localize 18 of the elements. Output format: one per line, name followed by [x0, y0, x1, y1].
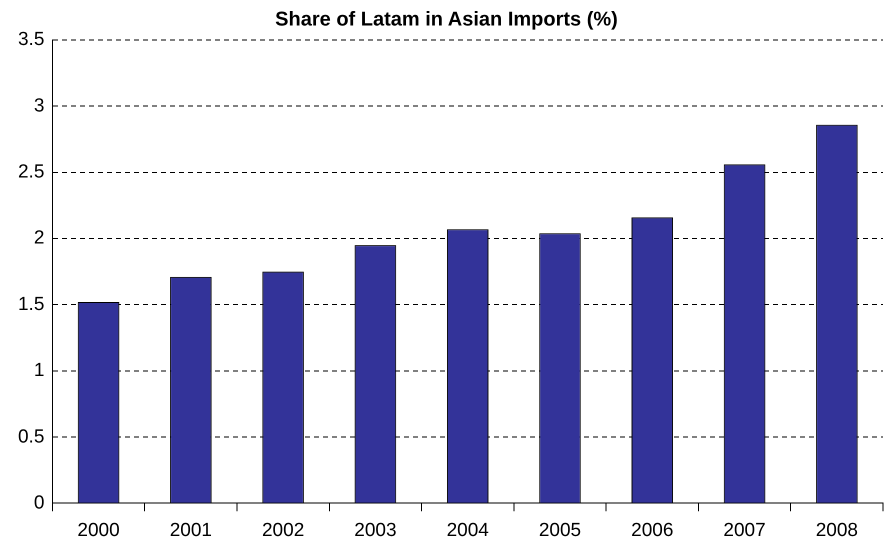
x-tick-label: 2006 — [631, 520, 674, 541]
chart-title: Share of Latam in Asian Imports (%) — [275, 8, 618, 31]
x-tick-label: 2003 — [354, 520, 397, 541]
x-tick-label: 2000 — [77, 520, 120, 541]
x-tick-label: 2005 — [538, 520, 582, 541]
y-tick-label: 1.5 — [18, 294, 44, 315]
x-tick-label: 2007 — [723, 520, 766, 541]
x-tick-label: 2004 — [446, 520, 490, 541]
x-tick-label: 2008 — [816, 520, 858, 541]
y-tick-label: 3 — [34, 95, 44, 116]
y-tick-label: 3.5 — [18, 29, 44, 50]
y-tick-label: 2.5 — [18, 162, 44, 183]
x-tick-label: 2001 — [170, 520, 212, 541]
x-tick-label: 2002 — [262, 520, 304, 541]
y-tick-label: 1 — [34, 360, 44, 382]
y-tick-label: 0 — [34, 492, 44, 514]
y-tick-label: 0.5 — [18, 426, 44, 448]
y-tick-label: 2 — [34, 228, 44, 249]
